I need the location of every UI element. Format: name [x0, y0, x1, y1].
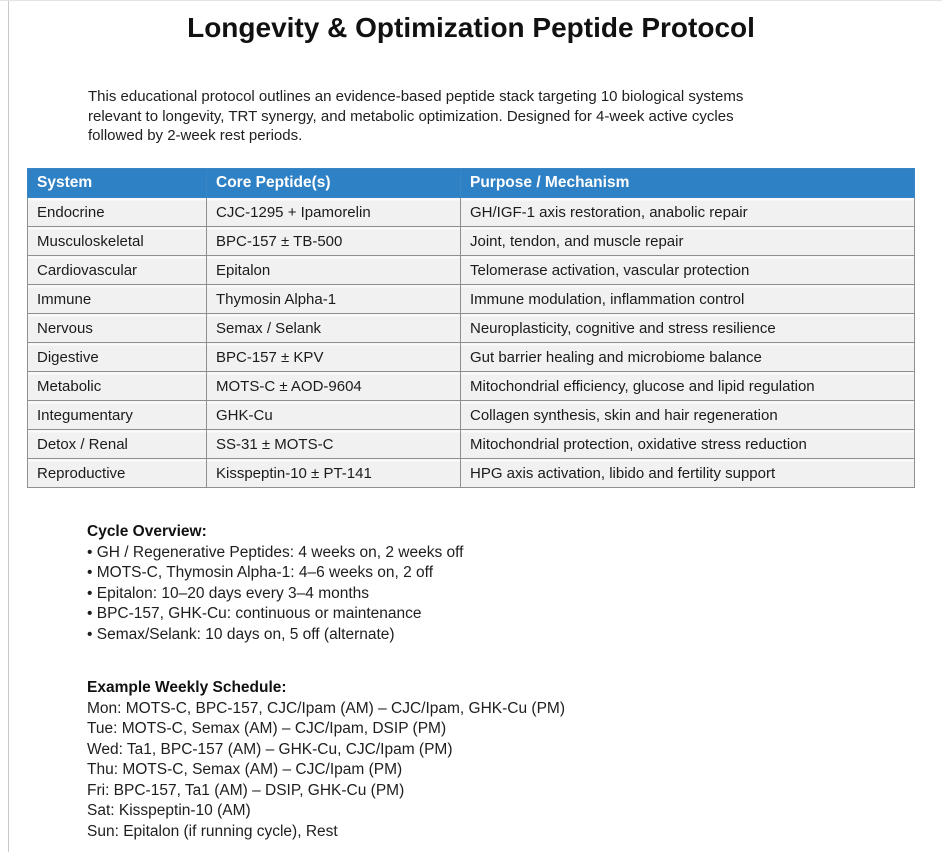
schedule-day: Mon: MOTS-C, BPC-157, CJC/Ipam (AM) – CJ…	[87, 699, 565, 717]
cell-peptide: BPC-157 ± KPV	[206, 342, 461, 372]
cell-purpose: Neuroplasticity, cognitive and stress re…	[460, 313, 915, 343]
schedule-day: Sun: Epitalon (if running cycle), Rest	[87, 822, 338, 840]
table-row: Digestive BPC-157 ± KPV Gut barrier heal…	[27, 342, 915, 372]
table-row: Metabolic MOTS-C ± AOD-9604 Mitochondria…	[27, 371, 915, 401]
cell-system: Metabolic	[27, 371, 207, 401]
cycle-item: • Semax/Selank: 10 days on, 5 off (alter…	[87, 625, 395, 643]
table-row: Musculoskeletal BPC-157 ± TB-500 Joint, …	[27, 226, 915, 256]
cell-system: Immune	[27, 284, 207, 314]
weekly-schedule-section: Example Weekly Schedule: Mon: MOTS-C, BP…	[87, 678, 565, 842]
schedule-day: Wed: Ta1, BPC-157 (AM) – GHK-Cu, CJC/Ipa…	[87, 740, 453, 758]
cell-system: Nervous	[27, 313, 207, 343]
cell-purpose: Telomerase activation, vascular protecti…	[460, 255, 915, 285]
cycle-overview-section: Cycle Overview: • GH / Regenerative Pept…	[87, 522, 463, 645]
cell-peptide: Epitalon	[206, 255, 461, 285]
weekly-schedule-heading: Example Weekly Schedule:	[87, 679, 287, 696]
cell-peptide: Semax / Selank	[206, 313, 461, 343]
cell-purpose: GH/IGF-1 axis restoration, anabolic repa…	[460, 197, 915, 227]
cell-peptide: BPC-157 ± TB-500	[206, 226, 461, 256]
cell-system: Digestive	[27, 342, 207, 372]
page-title: Longevity & Optimization Peptide Protoco…	[187, 12, 755, 43]
cell-system: Endocrine	[27, 197, 207, 227]
cell-purpose: Joint, tendon, and muscle repair	[460, 226, 915, 256]
cell-purpose: Mitochondrial protection, oxidative stre…	[460, 429, 915, 459]
cycle-overview-heading: Cycle Overview:	[87, 523, 207, 540]
cycle-item: • GH / Regenerative Peptides: 4 weeks on…	[87, 543, 464, 561]
cell-purpose: HPG axis activation, libido and fertilit…	[460, 458, 915, 488]
table-row: Integumentary GHK-Cu Collagen synthesis,…	[27, 400, 915, 430]
cell-peptide: CJC-1295 + Ipamorelin	[206, 197, 461, 227]
table-row: Nervous Semax / Selank Neuroplasticity, …	[27, 313, 915, 343]
cell-purpose: Mitochondrial efficiency, glucose and li…	[460, 371, 915, 401]
column-header-purpose: Purpose / Mechanism	[460, 168, 915, 198]
cell-system: Detox / Renal	[27, 429, 207, 459]
column-header-system: System	[27, 168, 207, 198]
schedule-day: Sat: Kisspeptin-10 (AM)	[87, 802, 251, 819]
cell-peptide: Kisspeptin-10 ± PT-141	[206, 458, 461, 488]
cell-peptide: MOTS-C ± AOD-9604	[206, 371, 461, 401]
cell-system: Integumentary	[27, 400, 207, 430]
cycle-item: • BPC-157, GHK-Cu: continuous or mainten…	[87, 605, 422, 622]
page-edge-line	[8, 1, 9, 852]
table-row: Cardiovascular Epitalon Telomerase activ…	[27, 255, 915, 285]
table-row: Detox / Renal SS-31 ± MOTS-C Mitochondri…	[27, 429, 915, 459]
cell-system: Reproductive	[27, 458, 207, 488]
table-row: Endocrine CJC-1295 + Ipamorelin GH/IGF-1…	[27, 197, 915, 227]
table-header-row: System Core Peptide(s) Purpose / Mechani…	[27, 168, 915, 198]
cell-system: Cardiovascular	[27, 255, 207, 285]
intro-paragraph: This educational protocol outlines an ev…	[88, 88, 744, 144]
schedule-day: Thu: MOTS-C, Semax (AM) – CJC/Ipam (PM)	[87, 761, 403, 778]
cell-peptide: GHK-Cu	[206, 400, 461, 430]
cycle-item: • Epitalon: 10–20 days every 3–4 months	[87, 584, 370, 602]
schedule-day: Fri: BPC-157, Ta1 (AM) – DSIP, GHK-Cu (P…	[87, 781, 405, 799]
cell-purpose: Gut barrier healing and microbiome balan…	[460, 342, 915, 372]
cell-purpose: Immune modulation, inflammation control	[460, 284, 915, 314]
table-row: Immune Thymosin Alpha-1 Immune modulatio…	[27, 284, 915, 314]
cell-peptide: Thymosin Alpha-1	[206, 284, 461, 314]
cell-system: Musculoskeletal	[27, 226, 207, 256]
protocol-table: System Core Peptide(s) Purpose / Mechani…	[27, 168, 915, 488]
cell-purpose: Collagen synthesis, skin and hair regene…	[460, 400, 915, 430]
table-row: Reproductive Kisspeptin-10 ± PT-141 HPG …	[27, 458, 915, 488]
cell-peptide: SS-31 ± MOTS-C	[206, 429, 461, 459]
column-header-peptides: Core Peptide(s)	[206, 168, 461, 198]
cycle-item: • MOTS-C, Thymosin Alpha-1: 4–6 weeks on…	[87, 564, 434, 581]
schedule-day: Tue: MOTS-C, Semax (AM) – CJC/Ipam, DSIP…	[87, 720, 447, 737]
